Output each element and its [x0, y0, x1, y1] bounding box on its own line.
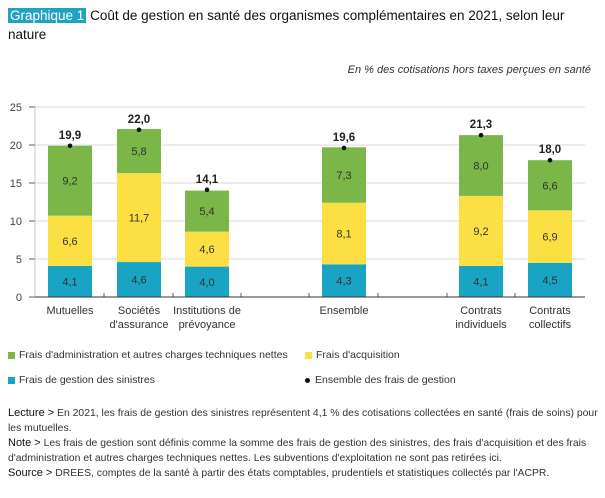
- method-note: Note > Les frais de gestion sont définis…: [8, 436, 600, 466]
- total-label: 22,0: [128, 114, 150, 126]
- x-tick-label: prévoyance: [179, 319, 236, 331]
- x-tick-label: individuels: [455, 319, 507, 331]
- x-tick-label: d'assurance: [110, 319, 169, 331]
- bar-segment-acquisition: [322, 202, 366, 265]
- y-tick-label: 15: [10, 178, 22, 190]
- legend-label-sinistres: Frais de gestion des sinistres: [19, 374, 155, 386]
- total-label: 21,3: [470, 119, 492, 131]
- note-text: Les frais de gestion sont définis comme …: [8, 438, 587, 464]
- y-axis-ticks: 0 5 10 15 20 25: [10, 102, 36, 304]
- source-note: Source > DREES, comptes de la santé à pa…: [8, 466, 600, 482]
- total-label: 19,9: [59, 130, 81, 142]
- y-tick-label: 5: [16, 254, 22, 266]
- bars: 4,1 6,6 9,2 19,9 4,6 11,7 5,8 22,0 4,0 4,6 5,4 14,1…: [48, 114, 572, 297]
- legend-item-admin: Frais d'administration et autres charges…: [8, 349, 288, 361]
- bar-segment-admin: [117, 129, 161, 174]
- data-label-sinistres: 4,5: [542, 275, 557, 287]
- data-label-admin: 8,0: [473, 161, 488, 173]
- data-label-acquisition: 8,1: [336, 229, 351, 241]
- y-tick-label: 0: [16, 292, 22, 304]
- legend-label-acquisition: Frais d'acquisition: [316, 349, 400, 361]
- note-label: Note >: [8, 437, 41, 450]
- unit-label: En % des cotisations hors taxes perçues …: [347, 64, 591, 76]
- chart-title: Graphique 1 Coût de gestion en santé des…: [8, 6, 598, 44]
- total-marker: [341, 145, 347, 151]
- x-tick-label: Mutuelles: [46, 305, 94, 317]
- data-label-acquisition: 11,7: [129, 213, 150, 225]
- data-label-admin: 6,6: [542, 180, 557, 192]
- x-axis: Mutuelles Sociétés d'assurance Institutions…: [35, 293, 585, 331]
- data-label-sinistres: 4,6: [131, 275, 146, 287]
- data-label-acquisition: 6,9: [542, 232, 557, 244]
- bar-segment-acquisition: [459, 195, 503, 266]
- bar-segment-sinistres: [322, 264, 366, 297]
- legend-item-acquisition: Frais d'acquisition: [305, 349, 400, 361]
- y-tick-label: 20: [10, 140, 22, 152]
- bar-segment-sinistres: [48, 265, 92, 297]
- figure-tag: Graphique 1: [8, 8, 87, 23]
- data-label-admin: 5,4: [199, 206, 214, 218]
- bar-segment-acquisition: [528, 210, 572, 263]
- bar-segment-sinistres: [117, 262, 161, 297]
- lecture-note: Lecture > En 2021, les frais de gestion …: [8, 406, 600, 436]
- lecture-label: Lecture >: [8, 407, 55, 419]
- y-tick-label: 25: [10, 102, 22, 114]
- x-tick-label: Ensemble: [320, 305, 369, 317]
- source-label: Source >: [8, 467, 53, 480]
- x-tick-label: Institutions de: [173, 305, 241, 317]
- chart-notes: Lecture > En 2021, les frais de gestion …: [8, 406, 600, 482]
- bar-segment-admin: [185, 190, 229, 232]
- legend-item-sinistres: Frais de gestion des sinistres: [8, 374, 155, 386]
- legend-swatch-sinistres: [8, 376, 15, 384]
- total-label: 19,6: [333, 132, 355, 144]
- legend-label-total: Ensemble des frais de gestion: [315, 374, 456, 386]
- bar-segment-acquisition: [185, 231, 229, 267]
- data-label-sinistres: 4,0: [199, 277, 214, 289]
- bar-segment-sinistres: [459, 265, 503, 297]
- source-text: DREES, comptes de la santé à partir des …: [52, 468, 550, 480]
- total-marker: [136, 127, 142, 133]
- legend-marker-total: [305, 377, 310, 383]
- data-label-acquisition: 9,2: [473, 226, 488, 238]
- legend-swatch-acquisition: [305, 351, 312, 359]
- lecture-text: En 2021, les frais de gestion des sinist…: [8, 408, 598, 434]
- bar-segment-sinistres: [185, 266, 229, 297]
- data-label-admin: 9,2: [62, 176, 77, 188]
- total-label: 14,1: [196, 174, 219, 186]
- bar-segment-admin: [459, 135, 503, 196]
- legend-swatch-admin: [8, 351, 15, 359]
- bar-segment-sinistres: [528, 262, 572, 297]
- bar-segment-admin: [48, 145, 92, 216]
- data-label-sinistres: 4,1: [62, 276, 77, 288]
- total-marker: [478, 132, 484, 138]
- bar-segment-admin: [322, 147, 366, 203]
- bar-segment-admin: [528, 160, 572, 211]
- x-tick-label: Contrats: [460, 305, 502, 317]
- bar-segment-acquisition: [117, 173, 161, 263]
- title-text: Coût de gestion en santé des organismes …: [8, 8, 565, 42]
- x-tick-label: Sociétés: [118, 305, 161, 317]
- x-tick-label: collectifs: [529, 319, 572, 331]
- y-tick-label: 10: [10, 216, 22, 228]
- legend-label-admin: Frais d'administration et autres charges…: [19, 349, 288, 361]
- total-label: 18,0: [539, 144, 561, 156]
- data-label-sinistres: 4,3: [336, 276, 351, 288]
- data-label-sinistres: 4,1: [473, 276, 488, 288]
- data-label-acquisition: 4,6: [199, 244, 214, 256]
- bar-segment-acquisition: [48, 215, 92, 266]
- total-marker: [547, 157, 553, 163]
- data-label-acquisition: 6,6: [62, 236, 77, 248]
- total-marker: [204, 187, 210, 193]
- legend-item-total: Ensemble des frais de gestion: [305, 374, 456, 386]
- data-label-admin: 7,3: [336, 170, 351, 182]
- total-marker: [67, 143, 73, 149]
- x-tick-label: Contrats: [529, 305, 571, 317]
- data-label-admin: 5,8: [131, 146, 146, 158]
